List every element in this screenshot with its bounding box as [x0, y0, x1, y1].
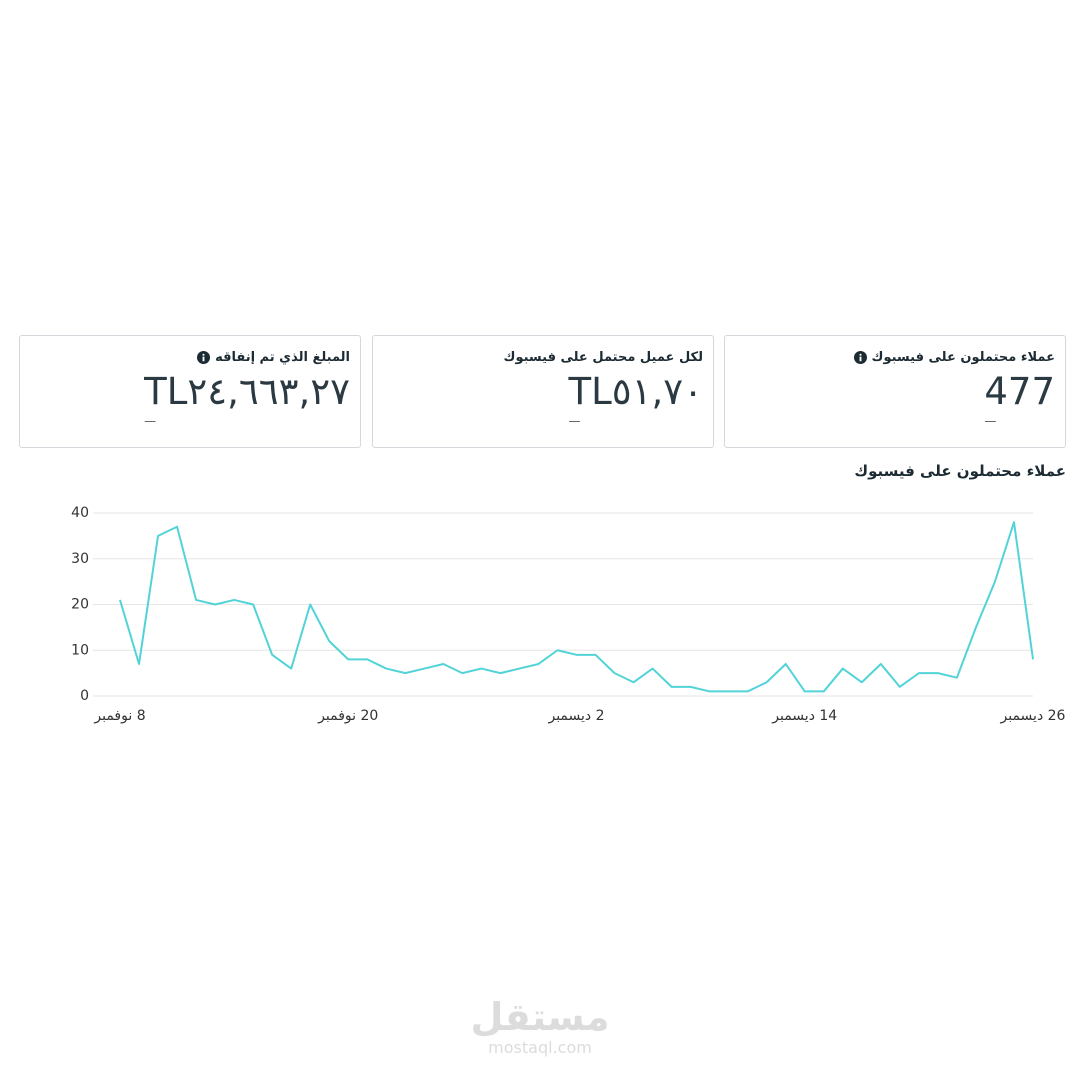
card-value: 477 [984, 370, 1055, 413]
x-tick-label: 8 نوفمبر [93, 708, 145, 724]
chart: 0 10 20 30 40 8 نوفمبر 20 نوفمبر 2 ديسمبر 14 ديس… [71, 505, 1066, 724]
card-title: عملاء محتملون على فيسبوك [735, 346, 1055, 368]
card-value: TL٢٤,٦٦٣,٢٧ [144, 370, 350, 413]
value-box: TL٢٤,٦٦٣,٢٧— [144, 370, 350, 428]
watermark-url: mostaql.com [488, 1038, 592, 1057]
y-tick-label: 0 [80, 688, 89, 704]
card-title-text: عملاء محتملون على فيسبوك [871, 349, 1055, 365]
x-tick-label: 20 نوفمبر [317, 708, 378, 724]
card-title-text: المبلغ الذي تم إنفاقه [215, 349, 350, 365]
watermark-brand: مستقل [470, 995, 610, 1039]
y-tick-label: 30 [71, 551, 89, 567]
card-title-text: لكل عميل محتمل على فيسبوك [503, 349, 703, 365]
data-line [119, 521, 1034, 693]
value-box: 477— [984, 370, 1055, 428]
info-icon[interactable] [197, 350, 211, 364]
card-title: لكل عميل محتمل على فيسبوك [383, 346, 703, 368]
metric-card: المبلغ الذي تم إنفاقه TL٢٤,٦٦٣,٢٧— [19, 335, 361, 448]
x-tick-label: 14 ديسمبر [771, 708, 837, 724]
y-tick-label: 10 [71, 642, 89, 658]
x-tick-label: 26 ديسمبر [1000, 708, 1066, 724]
chart-title: عملاء محتملون على فيسبوك [854, 462, 1066, 480]
info-icon[interactable] [853, 350, 867, 364]
value-box: TL٥١,٧٠— [569, 370, 703, 428]
card-title: المبلغ الذي تم إنفاقه [30, 346, 350, 368]
y-tick-label: 20 [71, 597, 89, 613]
metric-card: عملاء محتملون على فيسبوك 477— [724, 335, 1066, 448]
metric-card: لكل عميل محتمل على فيسبوك TL٥١,٧٠— [372, 335, 714, 448]
card-delta: — [984, 414, 997, 428]
y-tick-label: 40 [71, 505, 89, 521]
card-value: TL٥١,٧٠ [568, 370, 703, 413]
x-tick-label: 2 ديسمبر [547, 708, 604, 724]
card-delta: — [144, 414, 157, 428]
card-delta: — [568, 414, 581, 428]
